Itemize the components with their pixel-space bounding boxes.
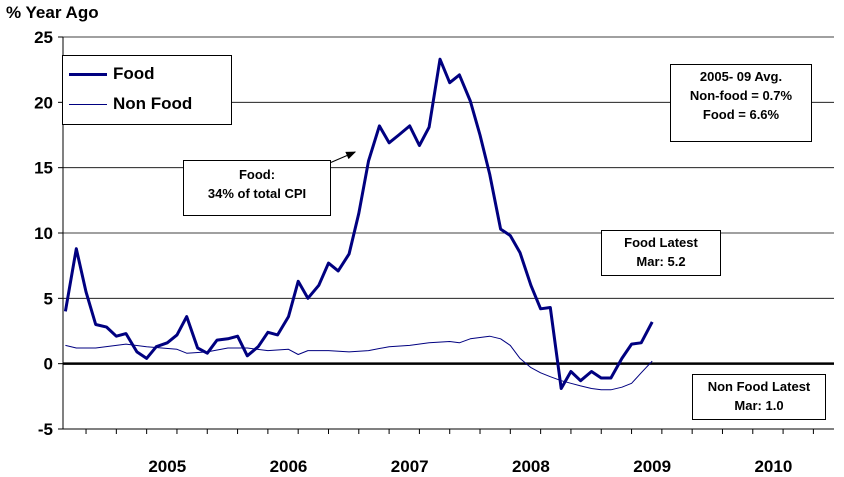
y-tick-label: 15 [34, 159, 53, 178]
y-tick-label: 25 [34, 28, 53, 47]
x-tick-label: 2010 [754, 457, 792, 476]
y-axis-label: % Year Ago [6, 3, 99, 22]
y-tick-label: 0 [44, 355, 53, 374]
y-tick-label: -5 [38, 420, 53, 439]
legend-label-food: Food [113, 64, 155, 83]
legend-item-food: Food [69, 62, 155, 86]
legend-swatch-nonfood [69, 103, 107, 105]
food-latest-annotation: Food Latest Mar: 5.2 [601, 230, 721, 276]
legend-label-nonfood: Non Food [113, 94, 193, 113]
y-axis-ticks: 25 20 15 10 5 0 -5 [34, 28, 63, 439]
avg-line-1: 2005- 09 Avg. [699, 69, 783, 84]
y-tick-label: 5 [44, 289, 53, 308]
x-axis-ticks: 2005 2006 2007 2008 2009 2010 [85, 429, 814, 476]
nonfood-latest-line-1: Non Food Latest [707, 379, 811, 394]
x-tick-label: 2009 [633, 457, 671, 476]
avg-line-3: Food = 6.6% [702, 107, 780, 122]
legend-item-nonfood: Non Food [69, 92, 192, 116]
x-tick-label: 2006 [270, 457, 308, 476]
food-latest-line-1: Food Latest [624, 235, 698, 250]
food-share-line-2: 34% of total CPI [207, 186, 307, 201]
x-tick-label: 2007 [391, 457, 429, 476]
food-series-line [63, 57, 654, 390]
y-tick-label: 10 [34, 224, 53, 243]
x-tick-label: 2005 [148, 457, 186, 476]
average-annotation: 2005- 09 Avg. Non-food = 0.7% Food = 6.6… [670, 64, 812, 142]
series-lines [63, 57, 654, 391]
nonfood-latest-annotation: Non Food Latest Mar: 1.0 [692, 374, 826, 420]
food-share-annotation: Food: 34% of total CPI [183, 160, 331, 216]
avg-line-2: Non-food = 0.7% [689, 88, 793, 103]
legend-swatch-food [69, 72, 107, 76]
y-tick-label: 20 [34, 93, 53, 112]
nonfood-latest-line-2: Mar: 1.0 [734, 398, 784, 413]
nonfood-series-line [65, 335, 653, 391]
food-latest-line-2: Mar: 5.2 [636, 254, 686, 269]
x-tick-label: 2008 [512, 457, 550, 476]
food-share-line-1: Food: [238, 167, 276, 182]
legend: Food Non Food [62, 55, 232, 125]
